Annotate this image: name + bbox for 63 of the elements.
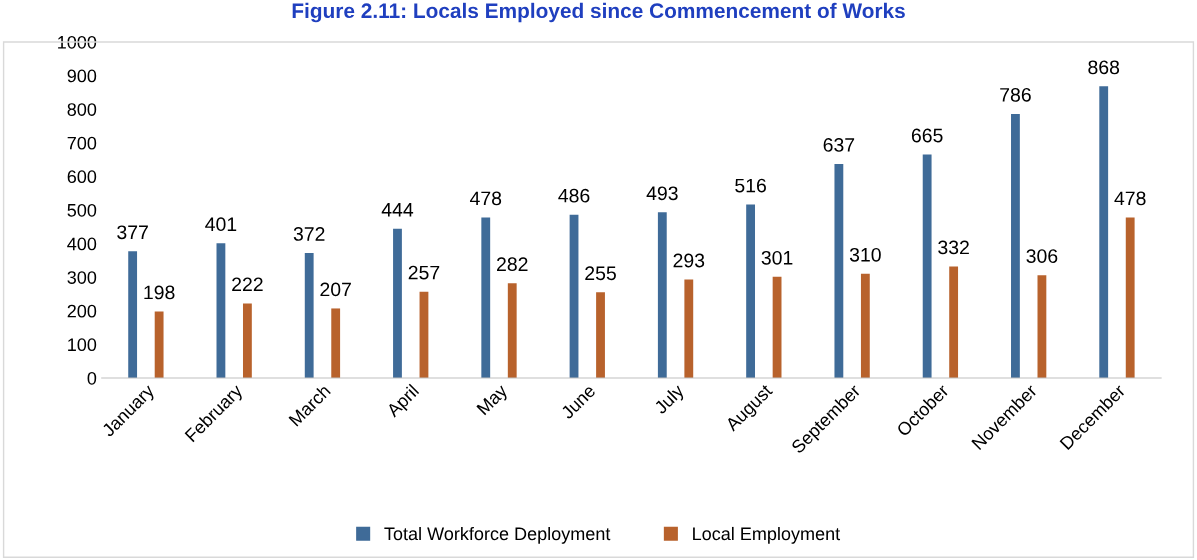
- bar: [569, 214, 579, 378]
- data-label: 478: [1114, 191, 1146, 206]
- bar: [1125, 217, 1135, 378]
- data-label: 293: [673, 253, 705, 268]
- bar: [304, 253, 314, 378]
- data-label: 486: [558, 188, 590, 203]
- y-tick-label: 700: [67, 136, 97, 150]
- bar: [154, 311, 164, 378]
- data-label: 401: [205, 217, 237, 232]
- y-tick-label: 300: [67, 271, 97, 284]
- data-label: 786: [1000, 87, 1031, 102]
- data-label: 222: [232, 277, 263, 292]
- y-tick-label: 500: [67, 203, 97, 217]
- data-label: 257: [408, 265, 440, 280]
- data-label: 665: [911, 128, 943, 143]
- data-label: 868: [1088, 60, 1120, 75]
- bar: [393, 228, 402, 378]
- data-label: 310: [849, 247, 881, 262]
- data-label: 377: [117, 225, 148, 240]
- x-tick-label: July: [653, 382, 688, 418]
- bar: [772, 276, 782, 378]
- bar: [128, 251, 138, 378]
- y-tick-label: 800: [67, 103, 97, 116]
- bar: [1037, 275, 1047, 378]
- bar: [922, 154, 932, 378]
- legend-label: Local Employment: [693, 526, 841, 544]
- data-label: 493: [646, 186, 678, 201]
- data-label: 332: [938, 240, 969, 255]
- data-label: 444: [381, 203, 414, 217]
- bar: [242, 303, 252, 378]
- bar: [507, 283, 517, 378]
- data-label: 255: [585, 266, 616, 281]
- y-tick-label: 400: [67, 237, 97, 251]
- y-tick-label: 600: [67, 170, 97, 184]
- data-label: 372: [293, 227, 325, 241]
- bar: [1099, 86, 1109, 378]
- y-tick-label: 100: [68, 338, 97, 352]
- bar: [746, 204, 756, 378]
- data-label: 198: [144, 285, 175, 300]
- data-label: 207: [320, 282, 351, 297]
- data-label: 516: [735, 178, 766, 193]
- bar: [684, 279, 694, 378]
- y-tick-label: 200: [67, 304, 97, 318]
- data-label: 306: [1026, 249, 1058, 264]
- x-tick-label: May: [476, 383, 511, 418]
- bar: [216, 243, 226, 378]
- y-tick-label: 0: [87, 371, 97, 385]
- chart-title: Figure 2.11: Locals Employed since Commencement of Works: [292, 2, 905, 23]
- y-tick-label: 900: [67, 69, 97, 83]
- legend-label: Total Workforce Deployment: [384, 526, 611, 544]
- bar: [657, 212, 667, 378]
- data-label: 478: [469, 191, 502, 206]
- bar: [949, 266, 959, 378]
- bar: [860, 273, 870, 378]
- y-tick-label: 1000: [58, 35, 97, 49]
- bar: [1011, 113, 1020, 378]
- bar: [331, 308, 341, 378]
- data-label: 282: [497, 257, 528, 272]
- bar: [596, 292, 605, 378]
- data-label: 301: [761, 250, 793, 265]
- bar: [481, 217, 491, 378]
- data-label: 637: [823, 138, 855, 152]
- bar: [834, 163, 844, 378]
